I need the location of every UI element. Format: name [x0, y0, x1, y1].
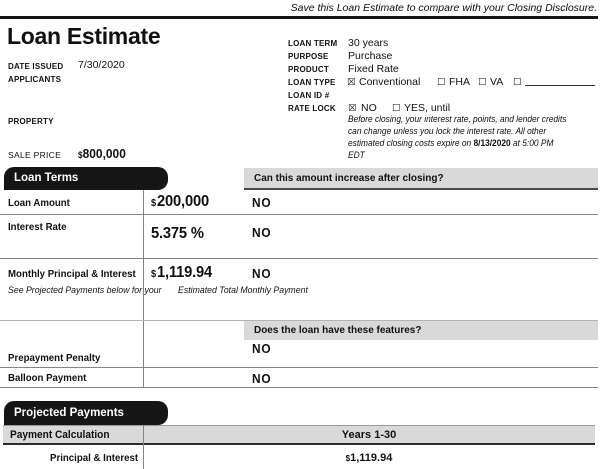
checkbox-checked-icon: ☒	[347, 77, 356, 88]
applicants-label: APPLICANTS	[8, 75, 62, 84]
purpose-value: Purchase	[348, 50, 393, 62]
payment-calculation-value: Years 1-30	[341, 429, 397, 441]
checkbox-checked-icon: ☒	[348, 103, 357, 114]
loan-amount-value: $200,000	[151, 193, 209, 210]
loan-amount-label: Loan Amount	[8, 197, 70, 209]
rate-lock-note: Before closing, your interest rate, poin…	[348, 114, 567, 161]
loan-type-other-blank	[525, 85, 595, 86]
principal-interest-value: $1,119.94	[345, 452, 393, 464]
balloon-payment-answer: NO	[252, 372, 272, 386]
rate-lock-no-label: NO	[361, 102, 377, 114]
loan-type-conventional-label: Conventional	[359, 76, 421, 88]
row-divider	[0, 214, 598, 215]
property-label: PROPERTY	[8, 117, 54, 126]
monthly-pi-value: $1,119.94	[151, 264, 213, 281]
top-rule	[0, 16, 598, 19]
save-note: Save this Loan Estimate to compare with …	[290, 2, 597, 14]
rate-lock-yes-label: YES, until	[404, 102, 451, 114]
sale-price-value: $800,000	[78, 146, 126, 161]
date-issued-label: DATE ISSUED	[8, 62, 64, 71]
balloon-payment-label: Balloon Payment	[8, 372, 87, 384]
interest-rate-label: Interest Rate	[8, 221, 67, 233]
expiration-date: 8/13/2020	[473, 138, 511, 149]
checkbox-unchecked-icon: ☐	[513, 77, 522, 88]
prepayment-penalty-label: Prepayment Penalty	[8, 352, 101, 364]
interest-rate-answer: NO	[252, 226, 272, 240]
prepayment-penalty-answer: NO	[252, 342, 272, 356]
row-divider	[0, 367, 598, 368]
date-issued-value: 7/30/2020	[78, 59, 125, 71]
loan-term-label: LOAN TERM	[288, 39, 338, 48]
checkbox-unchecked-icon: ☐	[478, 77, 487, 88]
interest-rate-value: 5.375 %	[151, 225, 204, 242]
column-divider	[143, 190, 144, 387]
loan-amount-answer: NO	[252, 196, 272, 210]
purpose-label: PURPOSE	[288, 52, 329, 61]
loan-type-fha-label: FHA	[449, 76, 470, 88]
currency-symbol: $	[151, 269, 157, 280]
currency-symbol: $	[345, 454, 351, 463]
payment-calculation-label: Payment Calculation	[10, 429, 110, 441]
monthly-pi-note: See Projected Payments below for your Es…	[8, 285, 308, 296]
currency-symbol: $	[78, 150, 83, 160]
section-header-loan-terms: Loan Terms	[4, 167, 168, 190]
section-header-projected-payments: Projected Payments	[4, 401, 168, 425]
row-divider	[0, 320, 598, 321]
sale-price-label: SALE PRICE	[8, 150, 62, 160]
loan-type-va-label: VA	[490, 76, 504, 88]
row-divider	[0, 258, 598, 259]
product-label: PRODUCT	[288, 65, 329, 74]
column-divider	[143, 425, 144, 469]
question-features-band: Does the loan have these features?	[244, 321, 598, 340]
rate-lock-label: RATE LOCK	[288, 104, 336, 113]
loan-term-value: 30 years	[348, 37, 389, 49]
checkbox-unchecked-icon: ☐	[437, 77, 446, 88]
monthly-pi-answer: NO	[252, 267, 272, 281]
principal-interest-label: Principal & Interest	[50, 452, 139, 464]
checkbox-unchecked-icon: ☐	[392, 103, 401, 114]
loan-id-label: LOAN ID #	[288, 91, 330, 100]
payment-calculation-row: Payment Calculation Years 1-30	[3, 425, 595, 445]
monthly-pi-label: Monthly Principal & Interest	[8, 268, 136, 280]
section-bottom-divider	[0, 387, 598, 388]
page-title: Loan Estimate	[7, 23, 161, 49]
currency-symbol: $	[151, 198, 157, 209]
loan-type-label: LOAN TYPE	[288, 78, 336, 87]
product-value: Fixed Rate	[348, 63, 399, 75]
question-increase-band: Can this amount increase after closing?	[244, 168, 598, 190]
